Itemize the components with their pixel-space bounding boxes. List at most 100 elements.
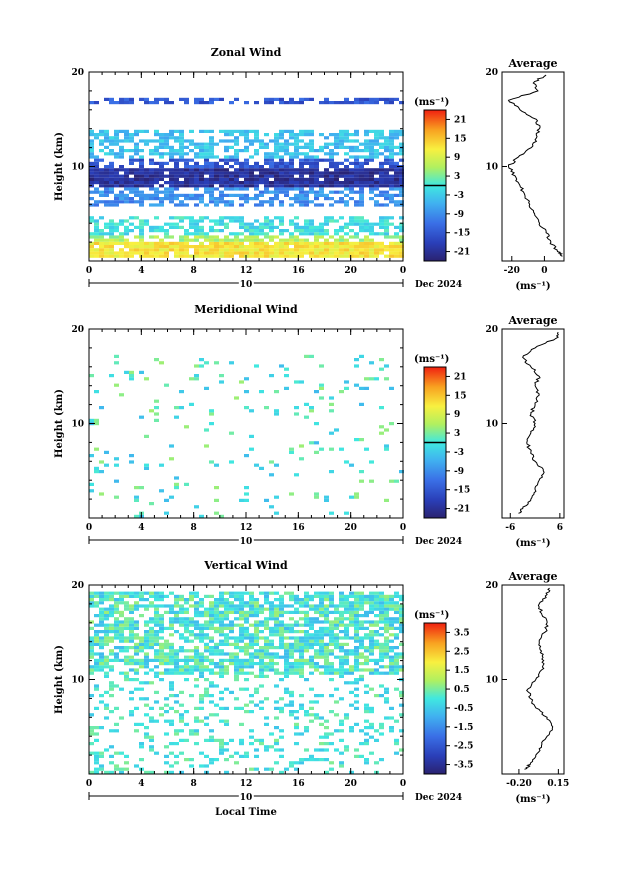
heatmap-cell <box>104 623 109 627</box>
heatmap-cell <box>294 152 299 156</box>
heatmap-cell <box>279 620 284 624</box>
date-label: Dec 2024 <box>415 793 462 803</box>
heatmap-cell <box>94 687 99 691</box>
heatmap-cell <box>184 623 189 627</box>
heatmap-cell <box>164 511 169 515</box>
heatmap-cell <box>364 161 369 165</box>
heatmap-cell <box>119 601 124 605</box>
heatmap-cell <box>314 248 319 252</box>
heatmap-cell <box>89 591 94 595</box>
heatmap-cell <box>269 101 274 105</box>
heatmap-cell <box>364 155 369 159</box>
heatmap-cell <box>359 594 364 598</box>
heatmap-cell <box>369 639 374 643</box>
heatmap-cell <box>174 604 179 608</box>
heatmap-cell <box>319 594 324 598</box>
heatmap-cell <box>334 639 339 643</box>
heatmap-cell <box>379 142 384 146</box>
heatmap-cell <box>219 594 224 598</box>
heatmap-cell <box>294 642 299 646</box>
heatmap-cell <box>319 610 324 614</box>
heatmap-cell <box>274 633 279 637</box>
heatmap-cell <box>379 614 384 618</box>
heatmap-cell <box>279 171 284 175</box>
heatmap-cell <box>329 633 334 637</box>
heatmap-cell <box>369 607 374 611</box>
heatmap-cell <box>134 594 139 598</box>
heatmap-cell <box>264 168 269 172</box>
heatmap-cell <box>274 149 279 153</box>
heatmap-cell <box>304 145 309 149</box>
heatmap-cell <box>149 248 154 252</box>
heatmap-cell <box>354 364 359 368</box>
heatmap-cell <box>119 197 124 201</box>
heatmap-cell <box>124 646 129 650</box>
heatmap-cell <box>289 155 294 159</box>
heatmap-cell <box>194 620 199 624</box>
average-profile-line <box>524 587 554 770</box>
colorbar-tick-label: -1.5 <box>454 723 473 733</box>
heatmap-cell <box>209 254 214 258</box>
heatmap-cell <box>294 184 299 188</box>
heatmap-cell <box>144 655 149 659</box>
heatmap-cell <box>179 598 184 602</box>
heatmap-cell <box>349 187 354 191</box>
heatmap-cell <box>374 248 379 252</box>
panel-title: Meridional Wind <box>194 303 298 316</box>
heatmap-cell <box>369 229 374 233</box>
heatmap-cell <box>329 639 334 643</box>
heatmap-cell <box>334 748 339 752</box>
heatmap-cell <box>244 101 249 105</box>
heatmap-cell <box>239 646 244 650</box>
heatmap-cell <box>124 177 129 181</box>
heatmap-cell <box>269 665 274 669</box>
heatmap-cell <box>324 171 329 175</box>
heatmap-cell <box>309 171 314 175</box>
heatmap-cell <box>124 174 129 178</box>
heatmap-cell <box>349 155 354 159</box>
heatmap-cell <box>399 174 404 178</box>
heatmap-cell <box>279 145 284 149</box>
heatmap-cell <box>164 222 169 226</box>
heatmap-cell <box>379 161 384 165</box>
heatmap-cell <box>209 101 214 105</box>
colorbar-tick-label: 21 <box>454 115 467 125</box>
heatmap-cell <box>304 238 309 242</box>
heatmap-cell <box>254 655 259 659</box>
heatmap-cell <box>394 479 399 483</box>
heatmap-cell <box>274 152 279 156</box>
heatmap-cell <box>374 646 379 650</box>
heatmap-cell <box>229 594 234 598</box>
heatmap-cell <box>244 636 249 640</box>
heatmap-cell <box>239 722 244 726</box>
heatmap-cell <box>194 193 199 197</box>
heatmap-cell <box>394 97 399 101</box>
heatmap-cell <box>134 149 139 153</box>
heatmap-cell <box>314 181 319 185</box>
heatmap-cell <box>99 668 104 672</box>
heatmap-cell <box>174 203 179 207</box>
heatmap-cell <box>169 241 174 245</box>
heatmap-cell <box>324 671 329 675</box>
heatmap-cell <box>114 591 119 595</box>
heatmap-cell <box>209 241 214 245</box>
heatmap-cell <box>399 610 404 614</box>
heatmap-cell <box>254 165 259 169</box>
heatmap-cell <box>164 383 169 387</box>
heatmap-cell <box>164 152 169 156</box>
heatmap-cell <box>374 662 379 666</box>
heatmap-cell <box>94 639 99 643</box>
colorbar-unit: (ms⁻¹) <box>414 354 449 365</box>
heatmap-cell <box>149 174 154 178</box>
day-label: 10 <box>240 793 253 803</box>
heatmap-cell <box>349 604 354 608</box>
heatmap-cell <box>124 232 129 236</box>
heatmap-cell <box>129 620 134 624</box>
heatmap-cell <box>99 751 104 755</box>
heatmap-cell <box>329 248 334 252</box>
heatmap-cell <box>334 620 339 624</box>
heatmap-cell <box>229 460 234 464</box>
heatmap-cell <box>264 219 269 223</box>
heatmap-cell <box>389 422 394 426</box>
heatmap-cell <box>384 174 389 178</box>
